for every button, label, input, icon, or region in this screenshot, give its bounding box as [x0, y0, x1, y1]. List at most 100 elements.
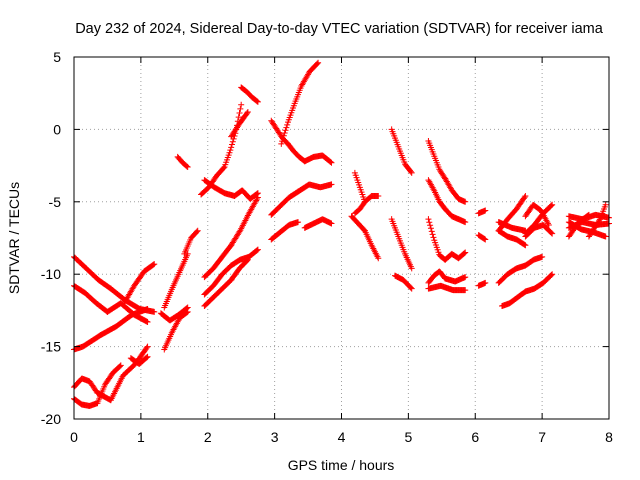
- data-point: [429, 231, 436, 238]
- data-point: [183, 163, 190, 170]
- x-tick-label: 8: [605, 429, 613, 445]
- data-point: [279, 138, 286, 145]
- data-point: [184, 308, 191, 315]
- x-tick-label: 6: [471, 429, 479, 445]
- data-series-segment: [442, 175, 469, 205]
- data-series-segment: [495, 219, 529, 234]
- data-point: [238, 101, 245, 108]
- x-tick-label: 4: [338, 429, 346, 445]
- data-point: [602, 201, 609, 208]
- data-series-segment: [495, 262, 529, 286]
- data-series-segment: [361, 227, 382, 262]
- data-series-segment: [228, 256, 251, 283]
- data-point: [407, 168, 414, 175]
- data-point: [315, 59, 322, 66]
- data-point: [585, 211, 592, 218]
- data-point: [150, 261, 157, 268]
- data-point: [548, 272, 555, 279]
- data-series-segment: [71, 395, 101, 409]
- y-tick-label: 5: [53, 49, 61, 65]
- data-point: [235, 114, 242, 121]
- data-point: [375, 255, 382, 262]
- data-point: [462, 198, 469, 205]
- data-point: [522, 193, 529, 200]
- data-series-segment: [228, 246, 261, 269]
- data-point: [602, 233, 609, 240]
- data-point: [226, 149, 233, 156]
- x-tick-label: 5: [404, 429, 412, 445]
- data-point: [521, 241, 528, 248]
- x-tick-label: 1: [137, 429, 145, 445]
- data-series-segment: [201, 242, 235, 281]
- data-point: [143, 344, 150, 351]
- data-point: [143, 354, 150, 361]
- data-point: [144, 305, 151, 312]
- data-point: [295, 219, 302, 226]
- data-point: [427, 225, 434, 232]
- data-point: [585, 212, 592, 219]
- data-point: [220, 164, 227, 171]
- x-tick-label: 2: [204, 429, 212, 445]
- data-series-segment: [97, 305, 151, 339]
- data-point: [144, 318, 151, 325]
- data-point: [539, 253, 546, 260]
- data-series-segment: [392, 272, 415, 292]
- data-series-segment: [522, 222, 556, 240]
- data-point: [462, 287, 469, 294]
- data-series-segment: [495, 193, 529, 234]
- data-series-segment: [301, 152, 335, 166]
- data-series-segment: [475, 232, 489, 243]
- y-tick-label: -10: [41, 266, 61, 282]
- data-point: [548, 202, 555, 209]
- data-series-segment: [71, 282, 111, 315]
- data-point: [281, 130, 288, 137]
- data-series-segment: [181, 227, 201, 257]
- data-point: [461, 250, 468, 257]
- data-series-segment: [522, 271, 556, 295]
- data-point: [282, 127, 289, 134]
- data-point: [116, 363, 123, 370]
- y-tick-label: -15: [41, 339, 61, 355]
- data-series-segment: [231, 187, 261, 202]
- data-point: [462, 249, 469, 256]
- data-point: [522, 242, 529, 249]
- data-series-segment: [228, 109, 251, 140]
- data-point: [236, 110, 243, 117]
- data-point: [254, 98, 261, 105]
- data-series-segment: [268, 188, 302, 218]
- data-point: [236, 228, 243, 235]
- data-point: [482, 236, 489, 243]
- data-series-segment: [351, 198, 368, 217]
- data-series-segment: [238, 84, 261, 105]
- data-series-segment: [351, 169, 368, 205]
- y-tick-label: -20: [41, 411, 61, 427]
- data-point: [328, 159, 335, 166]
- data-series-segment: [475, 279, 489, 289]
- data-point: [548, 229, 555, 236]
- data-point: [482, 207, 489, 214]
- data-point: [521, 194, 528, 201]
- data-point: [549, 230, 556, 237]
- data-point: [254, 194, 261, 201]
- data-point: [327, 159, 334, 166]
- data-point: [254, 195, 261, 202]
- data-series-segment: [388, 126, 415, 176]
- data-point: [183, 309, 190, 316]
- data-point: [244, 110, 251, 117]
- data-point: [244, 109, 251, 116]
- data-point: [545, 221, 552, 228]
- data-series-segment: [442, 274, 469, 285]
- data-series-segment: [121, 261, 158, 307]
- data-series-segment: [295, 181, 335, 195]
- data-series-segment: [361, 193, 382, 205]
- data-point: [194, 227, 201, 234]
- data-series-segment: [522, 202, 552, 228]
- data-series-segment: [425, 282, 469, 294]
- data-point: [229, 138, 236, 145]
- data-series-segment: [161, 250, 191, 311]
- x-tick-label: 0: [70, 429, 78, 445]
- data-point: [228, 144, 235, 151]
- data-point: [237, 105, 244, 112]
- data-point: [481, 235, 488, 242]
- data-series-segment: [161, 308, 191, 353]
